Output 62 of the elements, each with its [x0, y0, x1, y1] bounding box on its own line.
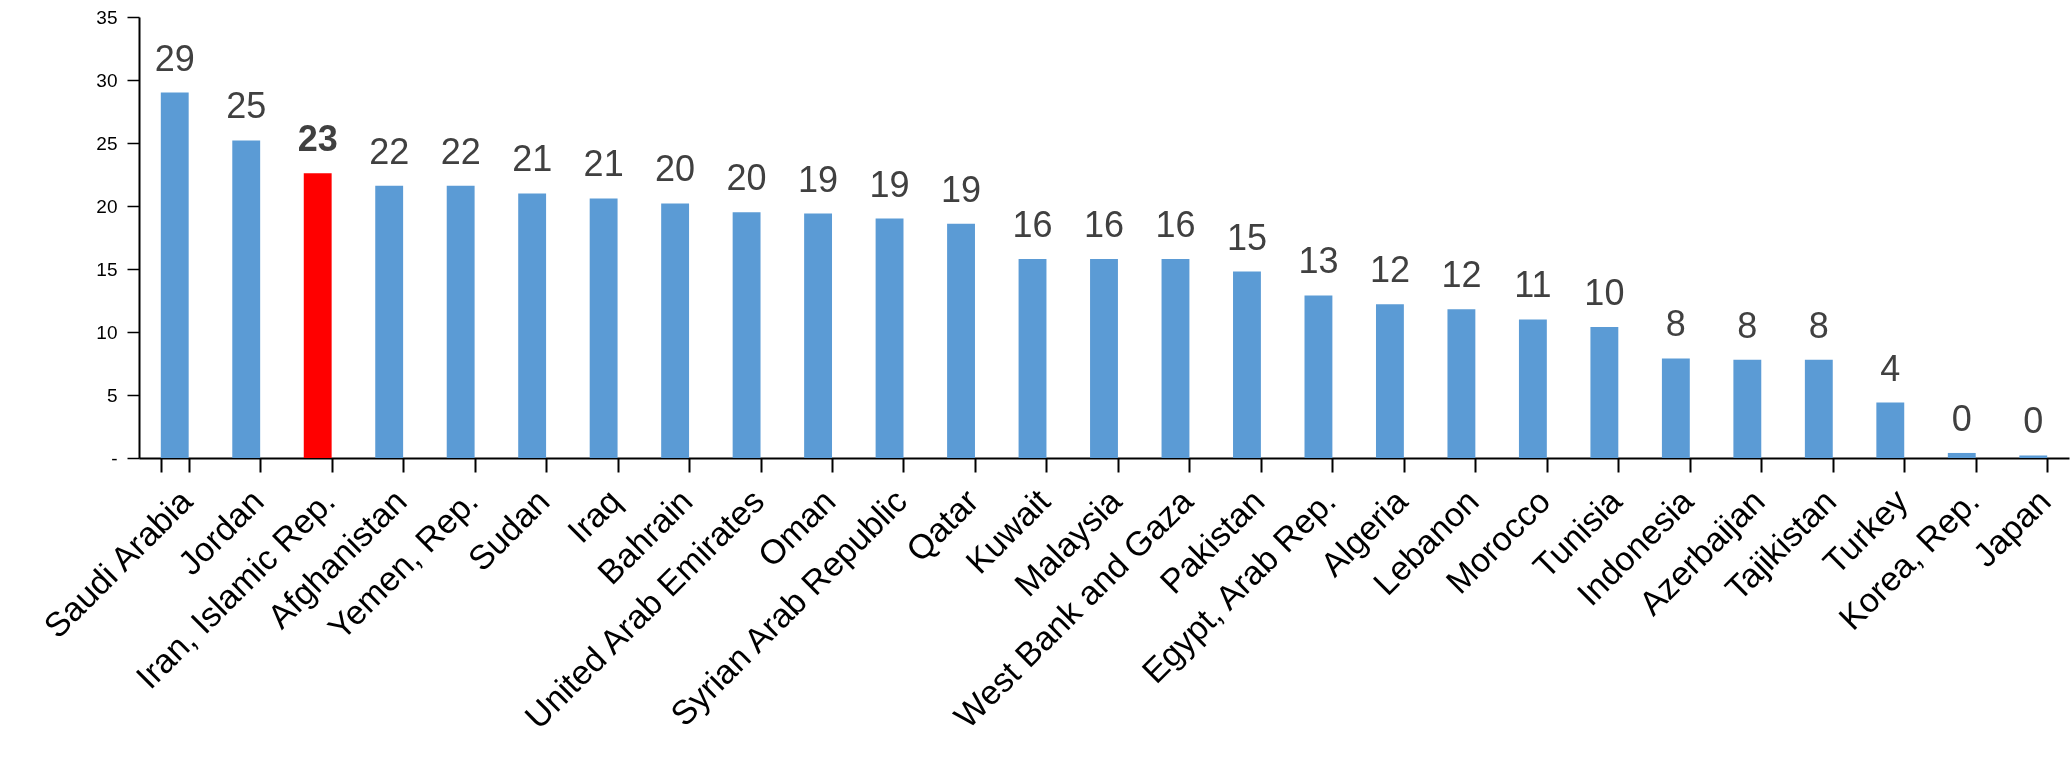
- data-label: 16: [1012, 203, 1053, 245]
- bar: [1018, 258, 1047, 458]
- data-label: 20: [726, 157, 767, 199]
- y-tick-label: 35: [96, 6, 118, 28]
- bar: [804, 213, 833, 458]
- y-tick-label: -: [111, 447, 118, 469]
- data-label: 19: [869, 163, 910, 205]
- data-label: 21: [512, 138, 553, 180]
- data-label: 8: [1665, 303, 1686, 345]
- bar: [1947, 452, 1976, 458]
- bar: [1518, 319, 1547, 458]
- y-tick-label: 10: [96, 321, 118, 343]
- bar: [661, 203, 690, 458]
- data-label: 13: [1298, 240, 1339, 282]
- data-label: 21: [583, 143, 624, 185]
- data-label: 19: [798, 158, 839, 200]
- data-label: 20: [655, 148, 696, 190]
- data-label: 22: [369, 130, 410, 172]
- y-tick-label: 25: [96, 132, 118, 154]
- bar: [1733, 359, 1762, 458]
- bar: [1661, 358, 1690, 458]
- bar: [1804, 359, 1833, 458]
- bar: [518, 193, 547, 458]
- y-tick-label: 30: [96, 69, 118, 91]
- bar: [947, 223, 975, 458]
- data-label: 4: [1880, 347, 1901, 389]
- bar: [1375, 304, 1404, 458]
- data-label: 25: [226, 85, 267, 127]
- data-label: 10: [1584, 271, 1625, 313]
- bar: [160, 92, 189, 458]
- y-tick-label: 15: [96, 258, 118, 280]
- data-label: 22: [440, 130, 481, 172]
- bar: [732, 212, 761, 458]
- data-label: 11: [1514, 264, 1552, 306]
- data-label: 12: [1369, 249, 1410, 291]
- bar: [375, 185, 404, 458]
- data-label: 8: [1808, 304, 1829, 346]
- data-label: 16: [1083, 203, 1125, 245]
- data-label: 23: [297, 118, 338, 160]
- y-tick-label: 20: [96, 195, 118, 217]
- bar: [1876, 402, 1905, 458]
- bar: [589, 198, 618, 458]
- bar: [1304, 295, 1333, 458]
- bar: [1090, 258, 1118, 458]
- bar: [875, 218, 904, 458]
- bar: [232, 140, 261, 458]
- bar: [1590, 326, 1619, 458]
- data-label: 8: [1737, 304, 1758, 346]
- bar: [1447, 309, 1476, 458]
- y-tick-label: 5: [106, 384, 118, 406]
- bar: [1233, 271, 1261, 458]
- data-label: 0: [1951, 397, 1972, 439]
- data-label: 0: [2023, 400, 2044, 442]
- data-label: 19: [941, 168, 982, 210]
- data-label: 29: [154, 37, 195, 79]
- bar: [446, 185, 475, 458]
- bar: [2019, 455, 2048, 458]
- data-label: 15: [1226, 216, 1267, 258]
- bar: [1161, 258, 1190, 458]
- bar: [303, 173, 332, 458]
- data-label: 12: [1441, 254, 1482, 296]
- data-label: 16: [1155, 203, 1196, 245]
